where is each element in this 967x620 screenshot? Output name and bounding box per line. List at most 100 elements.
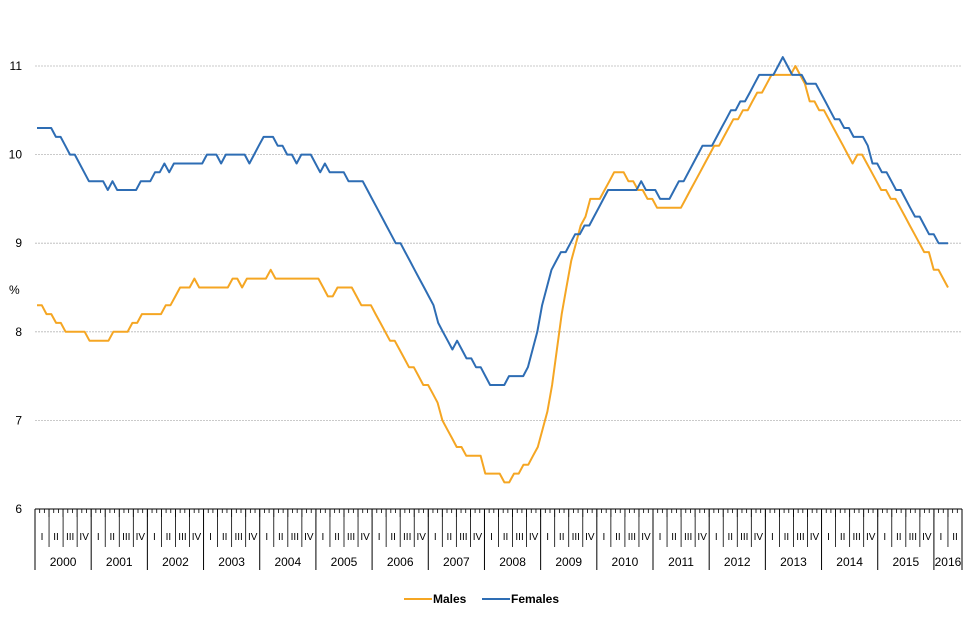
quarter-label: III [66, 532, 74, 543]
series-line-males [37, 65, 949, 484]
year-label: 2000 [50, 555, 77, 569]
x-axis: I II III IV I II III IV I II III IV I II III IV I II III IV… [34, 508, 963, 570]
quarter-label: II [840, 532, 846, 543]
quarter-label: IV [754, 532, 764, 543]
quarter-label: I [490, 532, 493, 543]
quarter-label: II [615, 532, 621, 543]
year-label: 2015 [892, 555, 919, 569]
quarter-label: III [515, 532, 523, 543]
quarter-label: I [659, 532, 662, 543]
quarter-label: IV [136, 532, 146, 543]
quarter-label: II [952, 532, 958, 543]
year-label: 2001 [106, 555, 133, 569]
legend-label-males: Males [433, 592, 467, 606]
quarter-label: III [403, 532, 411, 543]
quarter-label: II [671, 532, 677, 543]
quarter-label: I [378, 532, 381, 543]
quarter-label: I [940, 532, 943, 543]
quarter-label: II [503, 532, 509, 543]
quarter-label: II [53, 532, 59, 543]
year-label: 2005 [331, 555, 358, 569]
quarter-label: IV [248, 532, 258, 543]
quarter-label: I [546, 532, 549, 543]
plot-lines [37, 56, 949, 484]
quarter-label: IV [473, 532, 483, 543]
quarter-label: IV [585, 532, 595, 543]
quarter-label: II [166, 532, 172, 543]
quarter-label: I [322, 532, 325, 543]
quarter-label: II [727, 532, 733, 543]
quarter-label: III [852, 532, 860, 543]
year-label: 2009 [555, 555, 582, 569]
quarter-label: II [334, 532, 340, 543]
year-label: 2012 [724, 555, 751, 569]
year-label: 2014 [836, 555, 863, 569]
y-tick-label: 9 [15, 236, 22, 250]
quarter-label: IV [641, 532, 651, 543]
quarter-label: I [715, 532, 718, 543]
quarter-label: I [153, 532, 156, 543]
quarter-label: IV [79, 532, 89, 543]
quarter-label: IV [866, 532, 876, 543]
quarter-label: IV [922, 532, 932, 543]
y-tick-label: 7 [15, 413, 22, 427]
quarter-label: III [796, 532, 804, 543]
quarter-label: II [109, 532, 115, 543]
quarter-label: I [827, 532, 830, 543]
quarter-label: I [97, 532, 100, 543]
quarter-label: I [434, 532, 437, 543]
quarter-label: II [784, 532, 790, 543]
quarter-label: I [602, 532, 605, 543]
quarter-label: III [347, 532, 355, 543]
year-label: 2011 [668, 555, 694, 569]
year-label: 2013 [780, 555, 807, 569]
quarter-label: IV [304, 532, 314, 543]
year-label: 2016 [935, 555, 962, 569]
year-label: 2004 [274, 555, 301, 569]
quarter-label: III [909, 532, 917, 543]
quarter-label: II [390, 532, 396, 543]
quarter-label: I [771, 532, 774, 543]
legend: Males Females [404, 592, 559, 606]
quarter-label: III [572, 532, 580, 543]
series-line-females [37, 56, 948, 386]
quarter-label: II [559, 532, 565, 543]
year-label: 2006 [387, 555, 414, 569]
y-axis: 6 7 8 9 10 11 [9, 59, 23, 516]
quarter-label: I [209, 532, 212, 543]
quarter-label: III [684, 532, 692, 543]
y-tick-label: 6 [15, 502, 22, 516]
quarter-label: IV [192, 532, 202, 543]
y-tick-label: 10 [9, 148, 23, 162]
quarter-label: I [883, 532, 886, 543]
year-label: 2008 [499, 555, 526, 569]
quarter-label: III [234, 532, 242, 543]
quarter-label: I [41, 532, 44, 543]
quarter-label: II [222, 532, 228, 543]
gridlines [35, 65, 962, 421]
quarter-label: III [291, 532, 299, 543]
quarter-label: III [178, 532, 186, 543]
quarter-label: IV [697, 532, 707, 543]
quarter-label: IV [810, 532, 820, 543]
year-label: 2010 [612, 555, 639, 569]
quarter-label: IV [360, 532, 370, 543]
year-label: 2002 [162, 555, 189, 569]
quarter-label: II [278, 532, 284, 543]
quarter-label: III [459, 532, 467, 543]
quarter-label: III [628, 532, 636, 543]
y-tick-label: 11 [10, 59, 23, 73]
quarter-label: IV [529, 532, 539, 543]
y-tick-label: 8 [15, 325, 22, 339]
y-axis-label: % [9, 283, 20, 297]
quarter-label: I [265, 532, 268, 543]
quarter-label: IV [417, 532, 427, 543]
year-label: 2007 [443, 555, 470, 569]
quarter-label: III [122, 532, 130, 543]
quarter-label: II [896, 532, 902, 543]
quarter-label: II [447, 532, 453, 543]
legend-label-females: Females [511, 592, 559, 606]
quarter-label: III [740, 532, 748, 543]
year-label: 2003 [218, 555, 245, 569]
